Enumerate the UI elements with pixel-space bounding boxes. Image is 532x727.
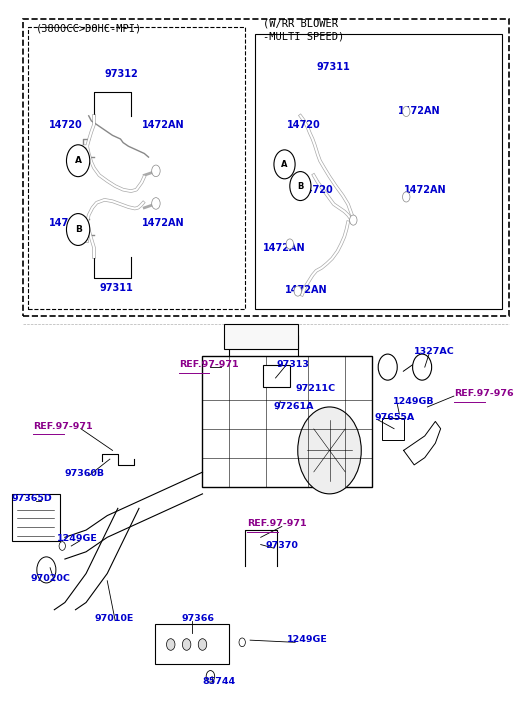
Text: 97313: 97313 bbox=[277, 360, 310, 369]
Circle shape bbox=[182, 639, 191, 650]
Text: 1472AN: 1472AN bbox=[398, 105, 441, 116]
Text: 97655A: 97655A bbox=[375, 413, 415, 422]
Text: 14720: 14720 bbox=[49, 120, 83, 130]
Text: 1472AN: 1472AN bbox=[263, 244, 306, 253]
Text: 1249GE: 1249GE bbox=[57, 534, 98, 543]
Circle shape bbox=[239, 638, 245, 647]
Circle shape bbox=[350, 215, 357, 225]
Text: 1249GB: 1249GB bbox=[393, 397, 435, 406]
Text: 14720: 14720 bbox=[301, 185, 334, 196]
Text: REF.97-976: REF.97-976 bbox=[454, 389, 513, 398]
Text: 97360B: 97360B bbox=[65, 469, 105, 478]
Text: 85744: 85744 bbox=[203, 677, 236, 686]
Circle shape bbox=[37, 557, 56, 583]
Text: 1472AN: 1472AN bbox=[404, 185, 446, 196]
Circle shape bbox=[206, 670, 215, 682]
Text: 14720: 14720 bbox=[287, 120, 321, 130]
FancyBboxPatch shape bbox=[223, 324, 298, 349]
Circle shape bbox=[286, 239, 294, 249]
FancyBboxPatch shape bbox=[263, 365, 290, 387]
Text: (3800CC>DOHC-MPI): (3800CC>DOHC-MPI) bbox=[36, 24, 142, 34]
Circle shape bbox=[290, 172, 311, 201]
Circle shape bbox=[274, 150, 295, 179]
Text: A: A bbox=[385, 363, 391, 371]
Text: 97366: 97366 bbox=[181, 614, 214, 622]
Text: 14720: 14720 bbox=[49, 218, 83, 228]
Text: 1249GE: 1249GE bbox=[287, 635, 328, 644]
Text: 97311: 97311 bbox=[317, 63, 350, 72]
Text: 1327AC: 1327AC bbox=[414, 347, 455, 356]
Text: -MULTI SPEED): -MULTI SPEED) bbox=[263, 31, 345, 41]
FancyBboxPatch shape bbox=[383, 418, 404, 440]
Text: REF.97-971: REF.97-971 bbox=[33, 422, 93, 430]
Circle shape bbox=[294, 286, 302, 296]
Text: 97010E: 97010E bbox=[94, 614, 134, 622]
Circle shape bbox=[66, 145, 90, 177]
Text: (W/RR BLOWER: (W/RR BLOWER bbox=[263, 19, 338, 29]
Circle shape bbox=[59, 542, 65, 550]
Text: A: A bbox=[74, 156, 81, 165]
FancyBboxPatch shape bbox=[155, 624, 229, 664]
Text: REF.97-971: REF.97-971 bbox=[179, 360, 238, 369]
Circle shape bbox=[152, 198, 160, 209]
Text: B: B bbox=[297, 182, 304, 190]
Circle shape bbox=[298, 407, 361, 494]
Circle shape bbox=[403, 192, 410, 202]
Text: 1472AN: 1472AN bbox=[285, 284, 327, 294]
Text: 97365D: 97365D bbox=[12, 494, 53, 503]
Text: B: B bbox=[74, 225, 81, 234]
FancyBboxPatch shape bbox=[203, 356, 372, 486]
Text: 97370: 97370 bbox=[266, 541, 299, 550]
Circle shape bbox=[167, 639, 175, 650]
Text: A: A bbox=[281, 160, 288, 169]
Text: 97211C: 97211C bbox=[295, 384, 335, 393]
Text: 97311: 97311 bbox=[99, 283, 133, 293]
Text: 1472AN: 1472AN bbox=[142, 120, 184, 130]
Text: 1472AN: 1472AN bbox=[142, 218, 184, 228]
Circle shape bbox=[378, 354, 397, 380]
Text: 97020C: 97020C bbox=[30, 574, 70, 583]
Circle shape bbox=[198, 639, 207, 650]
Text: B: B bbox=[419, 363, 425, 371]
Circle shape bbox=[403, 106, 410, 116]
Text: 97312: 97312 bbox=[105, 70, 138, 79]
Text: REF.97-971: REF.97-971 bbox=[247, 520, 307, 529]
FancyBboxPatch shape bbox=[12, 494, 60, 541]
Circle shape bbox=[66, 214, 90, 246]
Circle shape bbox=[413, 354, 431, 380]
Text: 97261A: 97261A bbox=[274, 402, 314, 411]
Circle shape bbox=[152, 165, 160, 177]
